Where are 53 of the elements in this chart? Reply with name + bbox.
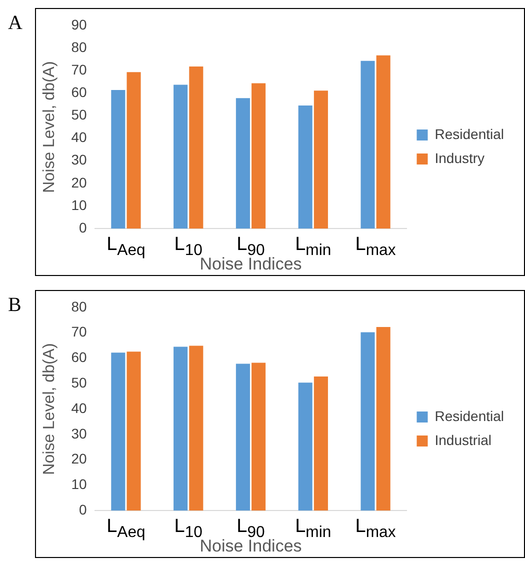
y-tick-label: 50 (71, 374, 87, 390)
y-axis-title: Noise Level, db(A) (41, 343, 58, 475)
y-tick-label: 10 (71, 476, 87, 492)
x-tick-label: L$_{10}$ (174, 234, 202, 258)
bar (189, 346, 204, 511)
y-tick-label: 40 (71, 129, 87, 146)
bar (360, 332, 375, 511)
y-tick-label: 10 (71, 196, 87, 213)
legend-label: Residential (434, 126, 504, 142)
y-tick-label: 20 (71, 450, 87, 467)
bar (111, 90, 126, 229)
bar (174, 84, 188, 229)
legend-label: Residential (434, 408, 504, 424)
bar (126, 352, 141, 511)
bar (236, 364, 250, 511)
bar (314, 90, 328, 229)
y-axis-title: Noise Level, db(A) (41, 61, 58, 193)
x-tick-label: L$_{Aeq}$ (106, 232, 146, 260)
y-tick-label: 30 (71, 152, 87, 168)
legend-label: Industry (434, 150, 485, 166)
bar (236, 98, 250, 229)
y-tick-label: 60 (71, 349, 87, 366)
bar (376, 55, 390, 229)
y-tick-label: 0 (78, 219, 87, 236)
y-tick-label: 50 (71, 106, 87, 123)
bar (252, 83, 266, 229)
x-tick-label: L$_{10}$ (174, 516, 202, 540)
y-tick-label: 40 (71, 400, 87, 416)
x-tick-label: L$_{max}$ (355, 232, 396, 260)
bar (174, 346, 188, 511)
bar (360, 60, 375, 229)
y-tick-label: 80 (71, 298, 87, 314)
bar (111, 352, 126, 511)
bar (252, 362, 266, 511)
y-tick-label: 60 (71, 84, 87, 100)
chart-title: A (8, 12, 22, 35)
y-tick-label: 70 (71, 324, 87, 340)
y-tick-label: 20 (71, 174, 87, 190)
y-tick-label: 90 (71, 16, 87, 32)
x-tick-label: L$_{max}$ (355, 514, 396, 542)
bar (376, 326, 390, 511)
legend-label: Industrial (434, 432, 492, 448)
bar (298, 382, 312, 511)
bar (314, 376, 328, 511)
y-tick-label: 70 (71, 61, 87, 78)
bar (126, 72, 141, 229)
bar (298, 106, 312, 229)
y-tick-label: 30 (71, 425, 87, 442)
bar (189, 66, 204, 229)
y-tick-label: 0 (78, 501, 87, 518)
chart-title: B (8, 294, 22, 317)
y-tick-label: 80 (71, 38, 87, 55)
x-tick-label: L$_{Aeq}$ (106, 514, 146, 542)
